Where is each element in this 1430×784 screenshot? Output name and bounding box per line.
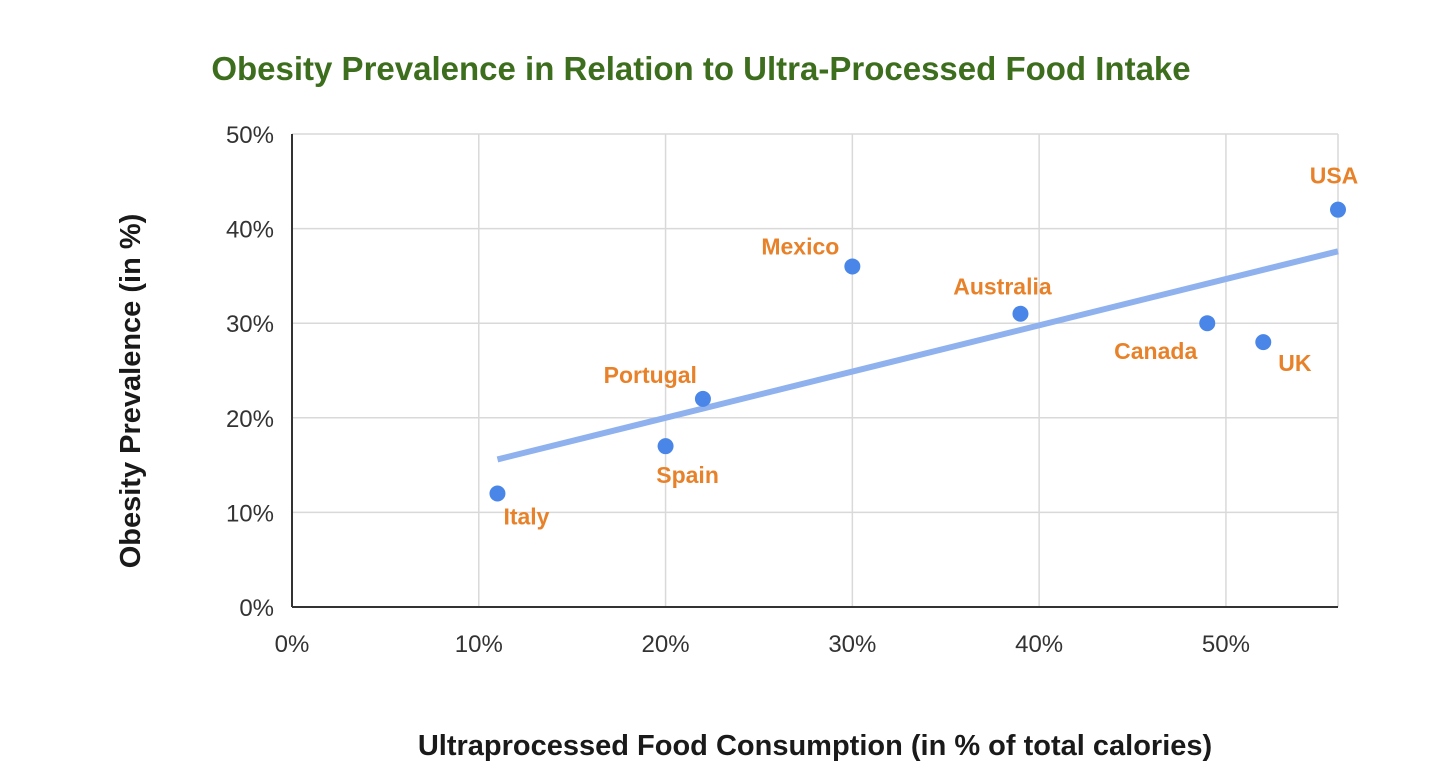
data-point-canada — [1199, 315, 1216, 332]
point-label-portugal: Portugal — [604, 362, 697, 388]
point-label-italy: Italy — [503, 503, 549, 529]
y-tick-label: 30% — [226, 311, 274, 338]
trendline — [496, 248, 1339, 463]
y-tick-label: 50% — [226, 122, 274, 149]
x-tick-label: 50% — [1202, 631, 1250, 658]
trendline-group — [496, 248, 1339, 463]
y-tick-label: 0% — [239, 595, 274, 622]
point-label-canada: Canada — [1114, 338, 1197, 364]
x-tick-label: 0% — [275, 631, 310, 658]
point-labels: Italy Spain Portugal Mexico Australia Canada U… — [503, 163, 1358, 530]
data-point-italy — [489, 485, 506, 502]
data-point-usa — [1330, 201, 1346, 218]
y-tick-label: 10% — [226, 500, 274, 527]
data-point-portugal — [694, 390, 711, 407]
x-tick-label: 20% — [642, 631, 690, 658]
y-axis-label: Obesity Prevalence (in %) — [115, 214, 147, 569]
y-tick-label: 20% — [226, 406, 274, 433]
x-tick-label: 10% — [455, 631, 503, 658]
grid — [292, 133, 1339, 607]
x-tick-label: 30% — [828, 631, 876, 658]
data-point-spain — [657, 438, 674, 455]
point-label-mexico: Mexico — [761, 233, 839, 259]
data-point-australia — [1012, 305, 1029, 322]
axes — [291, 134, 1338, 608]
y-tick-label: 40% — [226, 217, 274, 244]
point-label-uk: UK — [1278, 350, 1312, 376]
chart-title: Obesity Prevalence in Relation to Ultra-… — [211, 50, 1190, 87]
x-tick-label: 40% — [1015, 631, 1063, 658]
data-point-mexico — [844, 258, 861, 275]
point-label-usa: USA — [1310, 163, 1359, 189]
x-axis-label: Ultraprocessed Food Consumption (in % of… — [418, 730, 1212, 762]
point-label-australia: Australia — [953, 274, 1052, 300]
data-points — [489, 201, 1346, 502]
point-label-spain: Spain — [656, 462, 719, 488]
data-point-uk — [1255, 334, 1272, 351]
tick-labels: 0% 10% 20% 30% 40% 50% 0% 10% 20% 30% 40% 50% — [226, 122, 1250, 658]
